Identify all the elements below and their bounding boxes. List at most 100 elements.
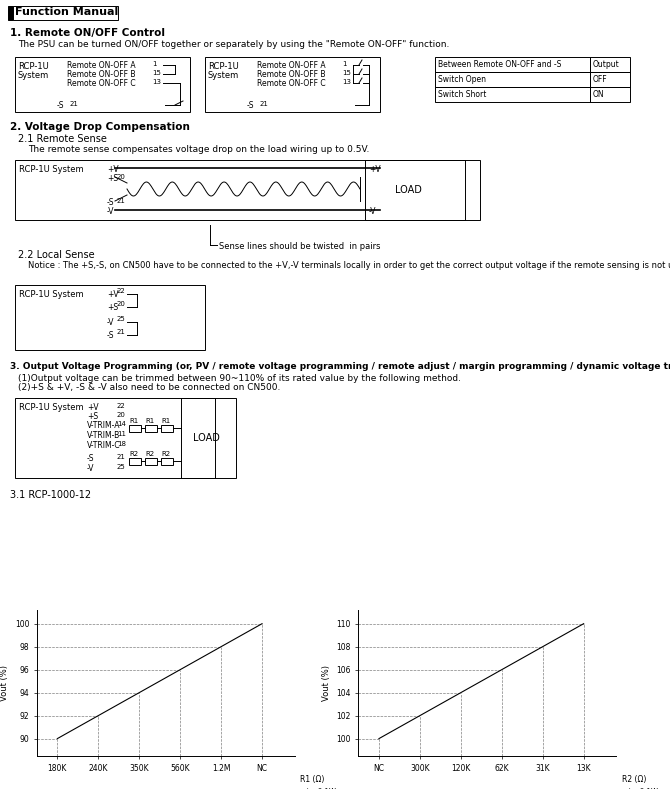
Text: min. 0.1W: min. 0.1W <box>300 788 336 789</box>
Text: 21: 21 <box>117 329 126 335</box>
Bar <box>15 285 205 350</box>
Text: 1: 1 <box>152 61 157 67</box>
Text: RCP-1U System: RCP-1U System <box>19 290 84 299</box>
Bar <box>590 57 630 72</box>
Text: 21: 21 <box>260 101 269 107</box>
Text: Sense lines should be twisted  in pairs: Sense lines should be twisted in pairs <box>219 242 381 251</box>
Text: 13: 13 <box>152 79 161 85</box>
Text: 1. Remote ON/OFF Control: 1. Remote ON/OFF Control <box>10 28 165 38</box>
Text: RCP-1U: RCP-1U <box>208 62 239 71</box>
Text: System: System <box>18 71 50 80</box>
Text: -V: -V <box>87 464 94 473</box>
Text: -V: -V <box>107 318 115 327</box>
Text: The PSU can be turned ON/OFF together or separately by using the "Remote ON-OFF": The PSU can be turned ON/OFF together or… <box>18 40 450 49</box>
Text: V-TRIM-B: V-TRIM-B <box>87 431 120 440</box>
Text: RCP-1U: RCP-1U <box>18 62 49 71</box>
Bar <box>13 6 118 20</box>
Text: The remote sense compensates voltage drop on the load wiring up to 0.5V.: The remote sense compensates voltage dro… <box>28 145 369 154</box>
Text: RCP-1U System: RCP-1U System <box>19 165 84 174</box>
Text: 25: 25 <box>117 316 126 322</box>
Bar <box>590 87 630 102</box>
Text: -V: -V <box>107 207 115 216</box>
Bar <box>161 425 173 432</box>
Text: R2: R2 <box>129 451 138 457</box>
Text: 14: 14 <box>117 421 126 427</box>
Bar <box>365 160 480 220</box>
Text: +V: +V <box>369 165 381 174</box>
Bar <box>205 57 380 112</box>
Text: Between Remote ON-OFF and -S: Between Remote ON-OFF and -S <box>438 60 561 69</box>
Text: 3. Output Voltage Programming (or, PV / remote voltage programming / remote adju: 3. Output Voltage Programming (or, PV / … <box>10 362 670 371</box>
Bar <box>145 458 157 465</box>
Text: -S: -S <box>107 198 115 207</box>
Text: +V: +V <box>107 290 119 299</box>
Text: Remote ON-OFF C: Remote ON-OFF C <box>257 79 326 88</box>
Text: 2.1 Remote Sense: 2.1 Remote Sense <box>18 134 107 144</box>
Bar <box>435 87 590 102</box>
Text: V-TRIM-A: V-TRIM-A <box>87 421 121 430</box>
Text: 25: 25 <box>117 464 126 470</box>
Text: Function Manual: Function Manual <box>15 7 118 17</box>
Bar <box>435 72 590 87</box>
Text: 21: 21 <box>70 101 79 107</box>
Text: Switch Short: Switch Short <box>438 90 486 99</box>
Text: 21: 21 <box>117 198 126 204</box>
Bar <box>590 72 630 87</box>
Text: 11: 11 <box>117 431 126 437</box>
Text: -V: -V <box>369 207 377 216</box>
Text: R1: R1 <box>145 418 154 424</box>
Bar <box>8 6 13 20</box>
Text: 15: 15 <box>152 70 161 76</box>
Text: +S: +S <box>107 174 118 183</box>
Text: System: System <box>208 71 239 80</box>
Text: R2: R2 <box>161 451 170 457</box>
Text: min. 0.1W: min. 0.1W <box>622 788 657 789</box>
Text: Remote ON-OFF B: Remote ON-OFF B <box>257 70 326 79</box>
Text: Switch Open: Switch Open <box>438 75 486 84</box>
Text: 20: 20 <box>117 301 126 307</box>
Text: 20: 20 <box>117 412 126 418</box>
Text: 15: 15 <box>342 70 351 76</box>
Text: (1)Output voltage can be trimmed between 90~110% of its rated value by the follo: (1)Output voltage can be trimmed between… <box>18 374 461 383</box>
Y-axis label: Vout (%): Vout (%) <box>0 665 9 701</box>
Text: 22: 22 <box>117 403 126 409</box>
Text: (2)+S & +V, -S & -V also need to be connected on CN500.: (2)+S & +V, -S & -V also need to be conn… <box>18 383 280 392</box>
Text: 22: 22 <box>117 288 126 294</box>
Text: 1: 1 <box>342 61 346 67</box>
Text: 2. Voltage Drop Compensation: 2. Voltage Drop Compensation <box>10 122 190 132</box>
Text: R1: R1 <box>161 418 170 424</box>
Text: 2.2 Local Sense: 2.2 Local Sense <box>18 250 94 260</box>
Bar <box>129 458 141 465</box>
Text: Remote ON-OFF A: Remote ON-OFF A <box>67 61 135 70</box>
Bar <box>129 425 141 432</box>
Text: R1: R1 <box>129 418 138 424</box>
Text: LOAD: LOAD <box>193 433 220 443</box>
Text: 21: 21 <box>117 454 126 460</box>
Text: 18: 18 <box>117 441 126 447</box>
Y-axis label: Vout (%): Vout (%) <box>322 665 331 701</box>
Text: OFF: OFF <box>593 75 608 84</box>
Bar <box>15 160 465 220</box>
Text: -S: -S <box>87 454 94 463</box>
Text: +S: +S <box>87 412 98 421</box>
Text: Remote ON-OFF B: Remote ON-OFF B <box>67 70 135 79</box>
Text: Remote ON-OFF C: Remote ON-OFF C <box>67 79 135 88</box>
Text: Output: Output <box>593 60 620 69</box>
Bar <box>435 57 590 72</box>
Bar <box>161 458 173 465</box>
Text: ON: ON <box>593 90 604 99</box>
Text: R2 (Ω): R2 (Ω) <box>622 775 646 783</box>
Text: -S: -S <box>107 331 115 340</box>
Text: LOAD: LOAD <box>395 185 422 195</box>
Bar <box>15 57 190 112</box>
Text: V-TRIM-C: V-TRIM-C <box>87 441 121 450</box>
Text: +V: +V <box>107 165 119 174</box>
Text: +S: +S <box>107 303 118 312</box>
Text: Notice : The +S,-S, on CN500 have to be connected to the +V,-V terminals locally: Notice : The +S,-S, on CN500 have to be … <box>28 261 670 270</box>
Text: R2: R2 <box>145 451 154 457</box>
Text: Remote ON-OFF A: Remote ON-OFF A <box>257 61 326 70</box>
Text: +V: +V <box>87 403 98 412</box>
Text: 20: 20 <box>117 174 126 180</box>
Text: R1 (Ω): R1 (Ω) <box>300 775 324 783</box>
Text: -S: -S <box>57 101 64 110</box>
